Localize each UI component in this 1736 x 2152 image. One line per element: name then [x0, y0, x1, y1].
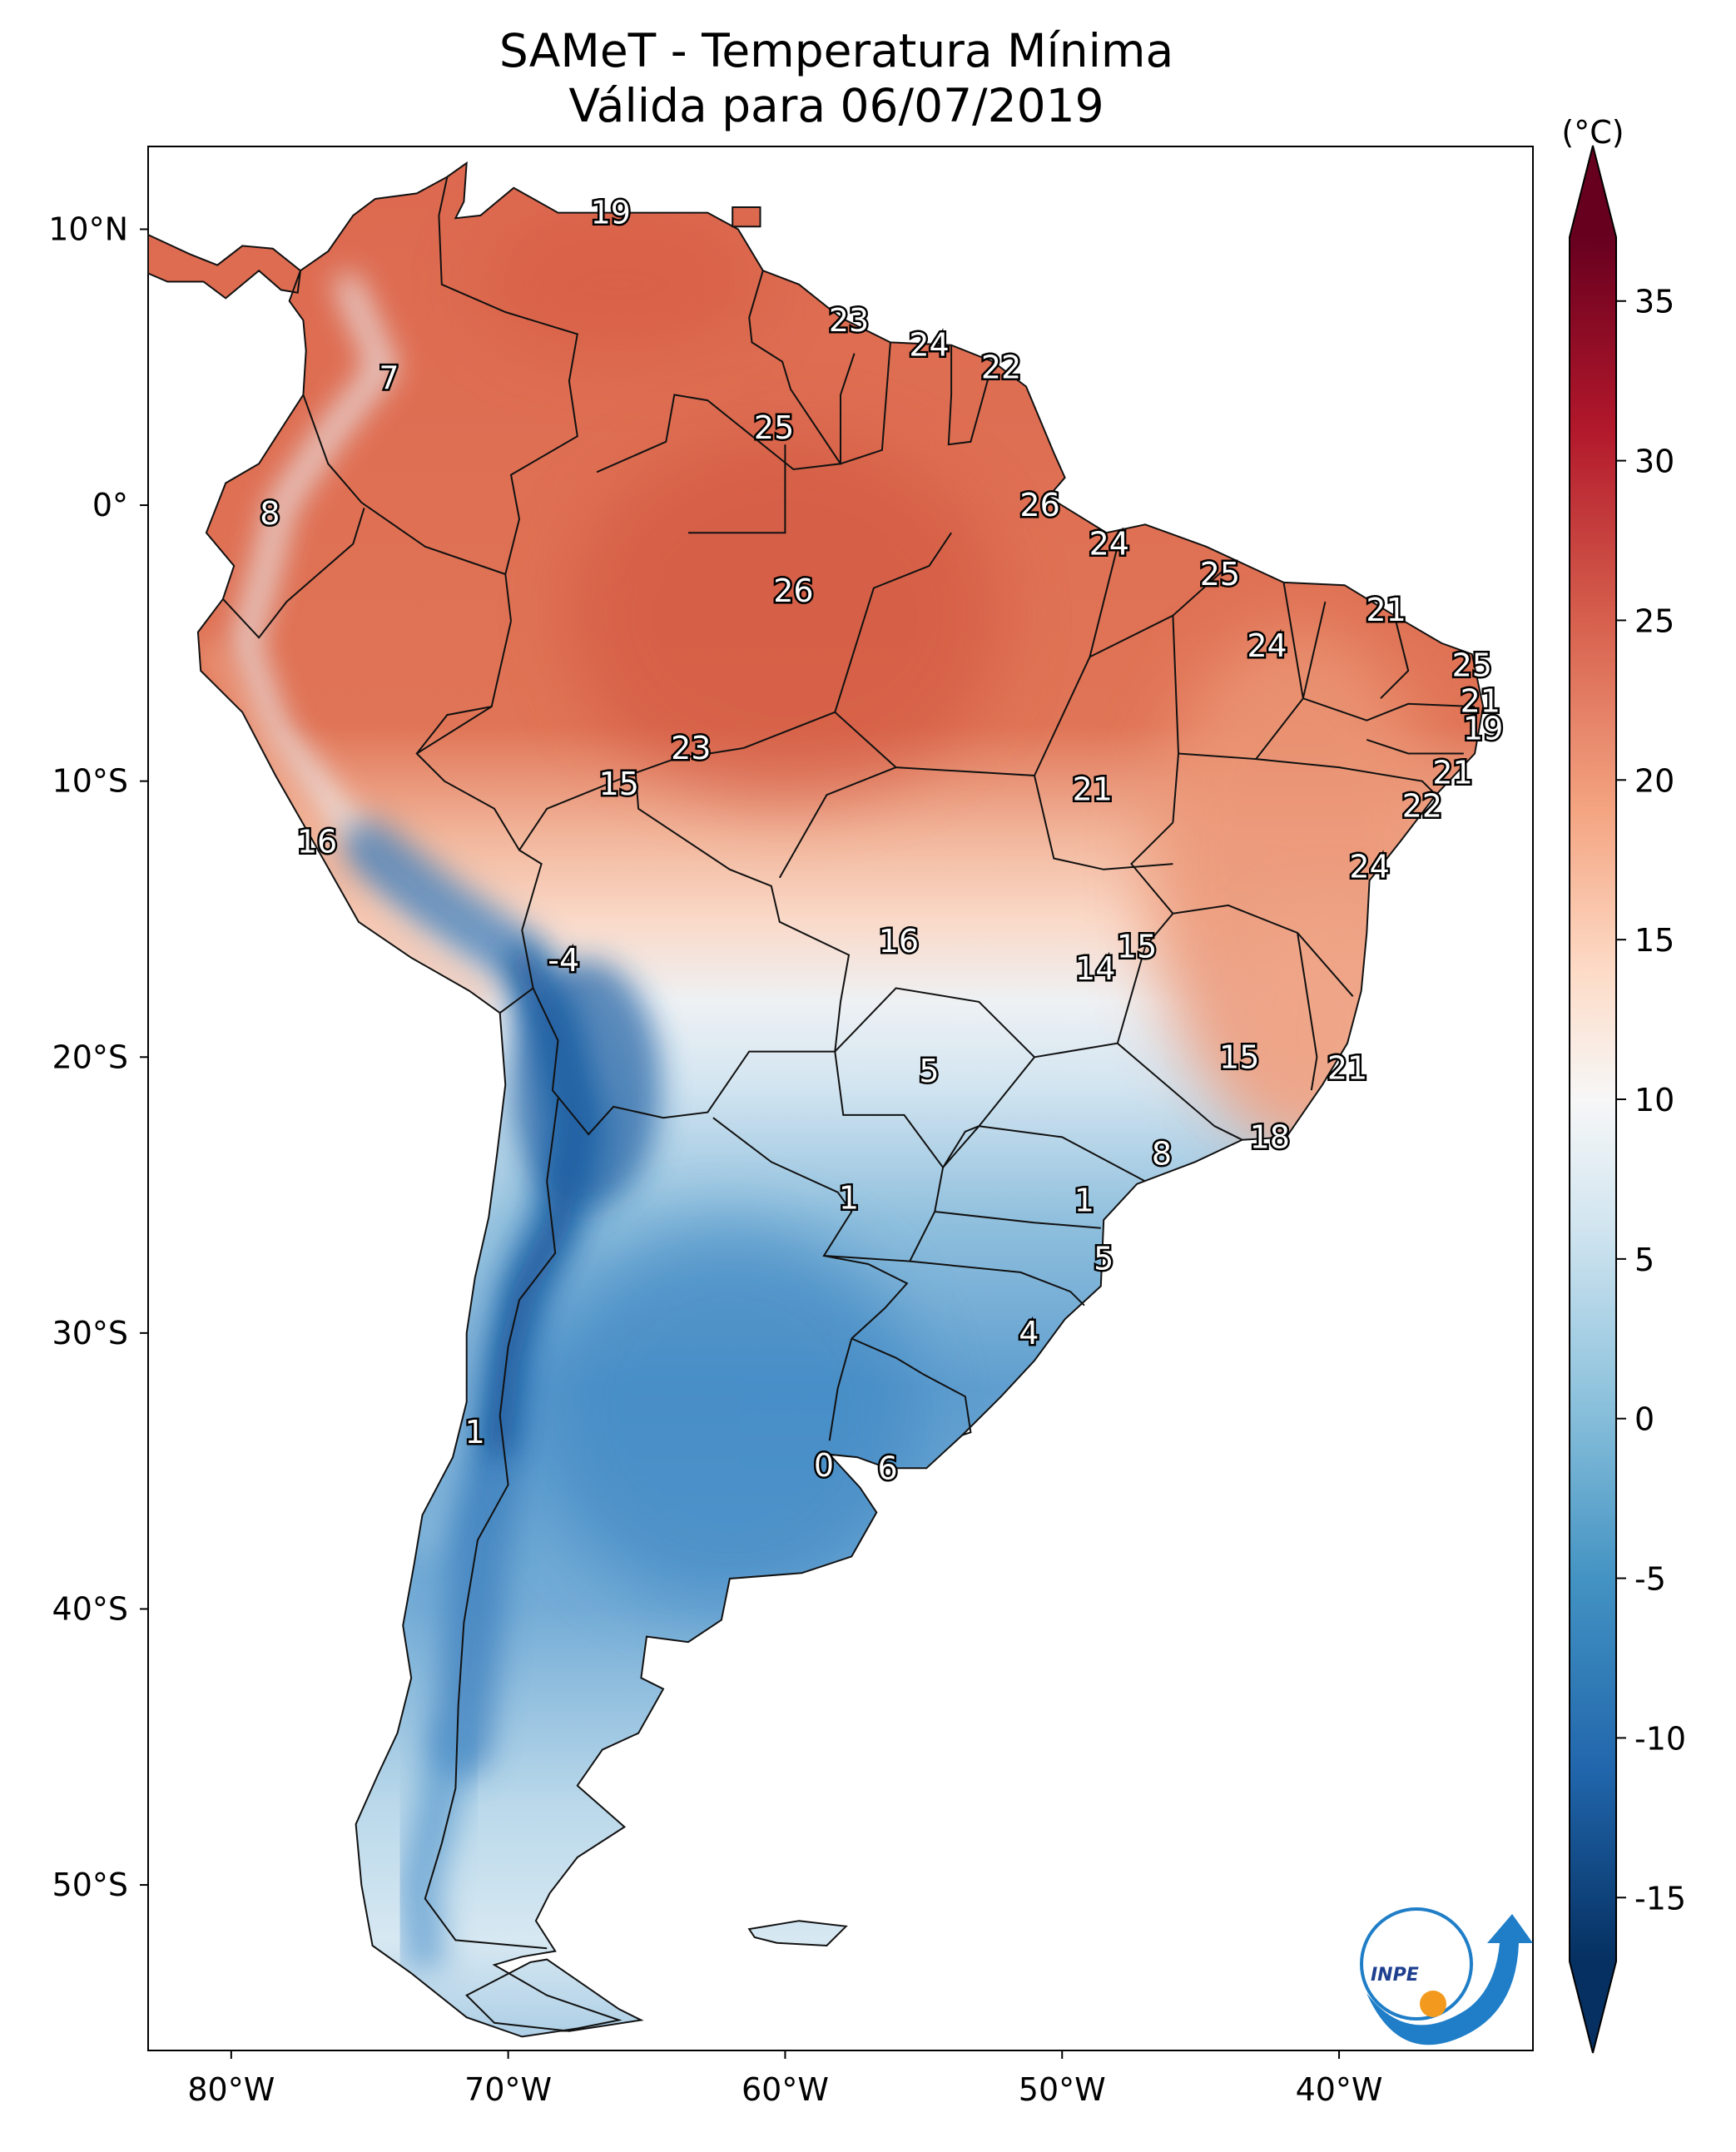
colorbar-tick-label: 15	[1634, 922, 1674, 959]
colorbar-tick-label: -10	[1634, 1720, 1686, 1757]
temperature-value-label: 21	[1366, 592, 1406, 628]
temperature-value-label: 1	[465, 1414, 485, 1450]
map-axis-ticks: 80°W 70°W 60°W 50°W 40°W10°N0°10°S20°S30°S40…	[48, 211, 1382, 2108]
logo-ring-icon	[1360, 1907, 1473, 2021]
temperature-value-label: 25	[754, 409, 794, 446]
temperature-value-label: 5	[1094, 1240, 1114, 1277]
lon-tick-label: 40°W	[1296, 2071, 1383, 2108]
temperature-value-label: 18	[1250, 1118, 1290, 1155]
lat-tick-label: 50°S	[52, 1867, 128, 1903]
temperature-value-label: 15	[599, 766, 639, 802]
colorbar-tick-label: -15	[1634, 1880, 1686, 1916]
temperature-value-label: 16	[879, 923, 919, 959]
temperature-value-label: 24	[909, 327, 949, 364]
temperature-value-label: 5	[919, 1053, 939, 1089]
temperature-value-label: 6	[878, 1450, 898, 1486]
temperature-value-label: 22	[981, 349, 1021, 385]
colorbar: 35 30 25 20 15 10 5 0 -5 -10 -15 (°C)	[1561, 114, 1686, 2054]
colorbar-tick-label: 30	[1634, 444, 1674, 480]
temperature-value-label: 25	[1452, 647, 1492, 683]
inpe-logo: INPE	[1360, 1907, 1533, 2045]
lat-tick-label: 0°	[92, 487, 128, 523]
logo-text: INPE	[1371, 1965, 1419, 1986]
lon-tick-label: 50°W	[1019, 2071, 1106, 2108]
temperature-value-label: 21	[1073, 771, 1113, 808]
title-line-2: Válida para 06/07/2019	[568, 79, 1104, 132]
temperature-value-label: 19	[1463, 711, 1503, 747]
temperature-value-label: 21	[1327, 1050, 1367, 1087]
temperature-value-label: 0	[814, 1447, 834, 1484]
temperature-value-label: 15	[1219, 1039, 1259, 1075]
colorbar-unit-label: (°C)	[1561, 114, 1624, 151]
lon-tick-label: 70°W	[464, 2071, 552, 2108]
colorbar-tick-label: 35	[1634, 284, 1674, 320]
temperature-value-label: 25	[1200, 556, 1240, 593]
temperature-value-label: 21	[1461, 683, 1500, 720]
temperature-value-label: 24	[1247, 627, 1287, 664]
lat-tick-label: 40°S	[52, 1590, 128, 1627]
temperature-value-label: 1	[839, 1179, 859, 1216]
colorbar-tick-label: 0	[1634, 1401, 1654, 1438]
lon-tick-label: 80°W	[187, 2071, 275, 2108]
temperature-value-label: 1	[1074, 1183, 1094, 1219]
temperature-value-label: 26	[1019, 487, 1059, 523]
colorbar-tick-label: 10	[1634, 1082, 1674, 1118]
country-borders	[222, 176, 1476, 1950]
title-line-1: SAMeT - Temperatura Mínima	[498, 24, 1174, 77]
logo-orange-dot-icon	[1420, 1991, 1446, 2017]
map-title: SAMeT - Temperatura Mínima Válida para 0…	[150, 23, 1523, 133]
lat-tick-label: 10°N	[48, 211, 128, 247]
temperature-value-label: -4	[548, 942, 579, 979]
temperature-value-label: 21	[1432, 755, 1472, 791]
temperature-value-label: 24	[1089, 526, 1129, 563]
temperature-value-label: 26	[773, 573, 813, 609]
temperature-value-label: 24	[1349, 849, 1389, 885]
temperature-value-label: 8	[1152, 1135, 1172, 1172]
temperature-value-label: 7	[379, 360, 399, 397]
temperature-value-label: 19	[591, 195, 631, 231]
lat-tick-label: 20°S	[52, 1039, 128, 1075]
temperature-value-label: 23	[829, 302, 869, 339]
temperature-value-label: 4	[1019, 1315, 1039, 1351]
logo-swoosh-icon	[1366, 1914, 1533, 2045]
colorbar-tick-label: -5	[1634, 1561, 1666, 1598]
temperature-value-label: 23	[671, 730, 711, 766]
temperature-value-label: 16	[297, 824, 337, 860]
temperature-value-label: 22	[1402, 788, 1442, 825]
colorbar-tick-label: 5	[1634, 1242, 1654, 1278]
colorbar-min-extension	[1570, 1961, 1616, 2053]
lat-tick-label: 10°S	[52, 763, 128, 800]
colorbar-max-extension	[1570, 146, 1616, 237]
temperature-value-label: 8	[260, 495, 280, 532]
temperature-value-label: 15	[1117, 929, 1157, 965]
lon-tick-label: 60°W	[742, 2071, 829, 2108]
colorbar-tick-label: 20	[1634, 762, 1674, 799]
lat-tick-label: 30°S	[52, 1315, 128, 1351]
colorbar-gradient	[1570, 237, 1616, 1961]
temperature-value-label: 14	[1075, 950, 1115, 987]
colorbar-tick-label: 25	[1634, 602, 1674, 639]
